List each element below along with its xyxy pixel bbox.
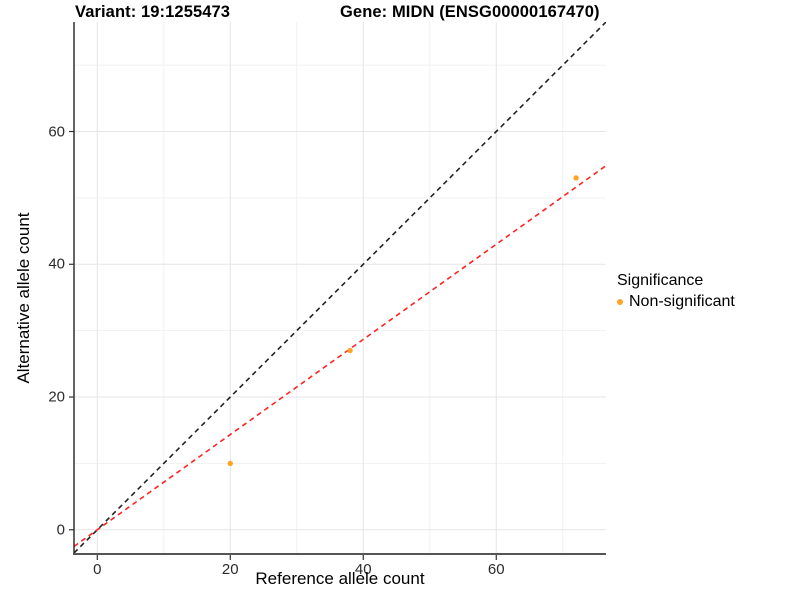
gene-title: Gene: MIDN (ENSG00000167470) (340, 3, 600, 21)
identity-line (74, 22, 606, 553)
data-point (573, 175, 579, 181)
data-point (347, 347, 353, 354)
legend-marker-icon (617, 299, 623, 305)
y-tick-label: 40 (48, 255, 65, 273)
y-tick-label: 60 (48, 123, 65, 141)
x-axis-title: Reference allele count (255, 569, 425, 588)
legend: Significance Non-significant (617, 271, 735, 311)
y-tick-label: 0 (56, 521, 65, 539)
x-tick-label: 60 (487, 561, 505, 578)
legend-item-non-significant: Non-significant (617, 293, 735, 311)
x-tick-label: 0 (93, 561, 102, 578)
data-point (227, 460, 233, 467)
y-axis-title: Alternative allele count (14, 212, 33, 384)
variant-title: Variant: 19:1255473 (75, 3, 231, 21)
legend-title: Significance (617, 272, 704, 289)
fit-line (74, 165, 606, 548)
x-tick-label: 40 (354, 561, 372, 578)
legend-item-label: Non-significant (629, 293, 735, 310)
y-tick-label: 20 (48, 388, 65, 406)
x-tick-label: 20 (221, 561, 239, 578)
